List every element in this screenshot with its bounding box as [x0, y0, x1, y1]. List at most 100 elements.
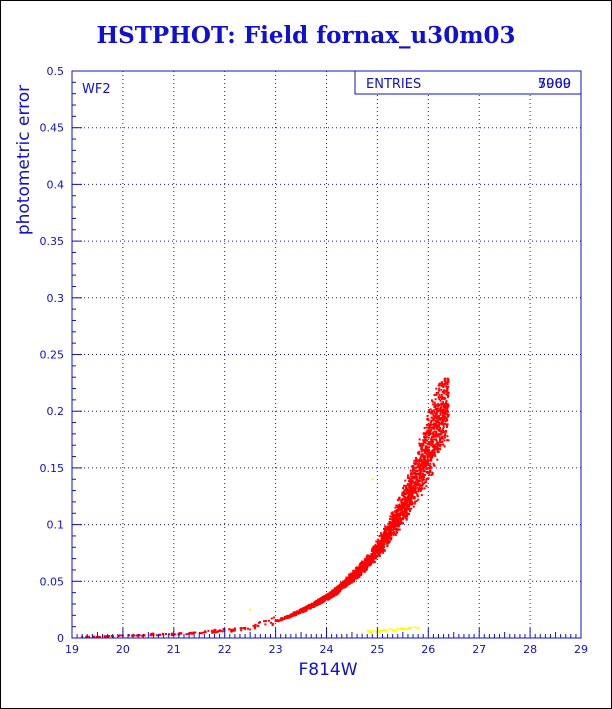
data-point — [376, 552, 379, 555]
data-point — [401, 494, 404, 497]
data-point — [397, 524, 400, 527]
data-point — [303, 608, 306, 611]
data-point — [332, 591, 335, 594]
data-point — [434, 443, 437, 446]
data-point — [423, 454, 426, 457]
data-point — [395, 514, 398, 517]
data-point — [445, 393, 448, 396]
data-point — [417, 498, 420, 501]
data-point — [419, 477, 422, 480]
data-point — [390, 515, 393, 518]
data-point — [398, 496, 401, 499]
data-point — [447, 404, 450, 407]
data-point — [419, 471, 422, 474]
data-point — [358, 571, 361, 574]
data-point — [396, 499, 399, 502]
data-point — [380, 540, 383, 543]
data-point — [427, 464, 430, 467]
data-point — [355, 566, 358, 569]
data-point — [201, 631, 204, 634]
data-point — [378, 550, 381, 553]
data-point — [435, 387, 438, 390]
data-point — [412, 475, 415, 478]
data-point — [437, 425, 440, 428]
data-point — [293, 611, 296, 614]
data-point — [408, 493, 411, 496]
data-point — [402, 505, 405, 508]
data-point — [445, 423, 448, 426]
data-point — [375, 545, 378, 548]
data-point — [232, 628, 235, 631]
data-point — [409, 475, 412, 478]
data-point — [382, 549, 385, 552]
data-point — [405, 510, 408, 513]
data-point — [428, 474, 431, 477]
data-point — [402, 493, 405, 496]
data-point — [438, 384, 441, 387]
data-point — [399, 628, 402, 630]
data-point — [419, 444, 422, 447]
data-point — [439, 413, 442, 416]
x-axis-label: F814W — [298, 660, 357, 680]
data-point — [443, 411, 446, 414]
data-point — [436, 443, 439, 446]
data-point — [380, 630, 383, 632]
data-point — [425, 485, 428, 488]
data-point — [434, 398, 437, 401]
data-point — [287, 614, 290, 617]
data-point — [389, 515, 392, 518]
data-point — [410, 493, 413, 496]
data-point — [437, 428, 440, 431]
data-point — [339, 587, 342, 590]
data-point — [361, 567, 364, 570]
data-point — [391, 511, 394, 514]
data-point — [416, 486, 419, 489]
data-point — [409, 496, 412, 499]
data-point — [447, 379, 450, 382]
data-point — [427, 472, 430, 475]
data-point — [321, 600, 324, 603]
data-point — [431, 432, 434, 435]
data-point — [358, 573, 361, 576]
data-point — [391, 514, 394, 517]
data-point — [382, 527, 385, 530]
data-point — [446, 410, 449, 413]
data-point — [386, 527, 389, 530]
data-point — [401, 491, 404, 494]
data-point — [435, 422, 438, 425]
data-point — [446, 389, 449, 392]
data-point — [380, 550, 383, 553]
data-point — [372, 545, 375, 548]
data-point — [365, 555, 368, 558]
data-point — [419, 466, 422, 469]
data-point — [435, 393, 438, 396]
data-point — [437, 396, 440, 399]
data-point — [378, 546, 381, 549]
data-point — [395, 527, 398, 530]
data-point — [321, 596, 324, 599]
data-point — [310, 606, 313, 609]
data-point — [430, 426, 433, 429]
data-point — [348, 575, 351, 578]
data-point — [381, 546, 384, 549]
data-point — [421, 475, 424, 478]
data-point — [88, 635, 91, 638]
data-point — [411, 486, 414, 489]
data-point — [363, 565, 366, 568]
data-point — [294, 632, 297, 635]
data-point — [399, 517, 402, 520]
data-point — [441, 390, 444, 393]
data-point — [427, 434, 430, 437]
data-point — [393, 527, 396, 530]
data-point — [420, 461, 423, 464]
data-point — [402, 515, 405, 518]
data-point — [416, 460, 419, 463]
data-point — [397, 507, 400, 510]
data-point — [418, 486, 421, 489]
data-point — [335, 593, 338, 596]
data-point — [394, 514, 397, 517]
data-point — [188, 632, 191, 635]
data-point — [361, 561, 364, 564]
data-point — [254, 623, 257, 626]
